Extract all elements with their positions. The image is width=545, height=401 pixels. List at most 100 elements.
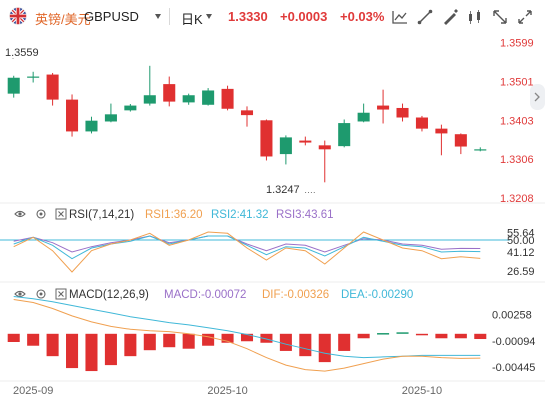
candle-body xyxy=(143,95,156,104)
candle-body xyxy=(202,90,215,105)
dif-label: DIF:-0.00326 xyxy=(262,289,329,301)
candle-body xyxy=(46,74,59,100)
macd-bar xyxy=(124,333,137,357)
chart-settings-icon[interactable] xyxy=(466,8,484,26)
x-axis: 2025-09 2025-10 2025-10 xyxy=(0,380,545,397)
candle-style-icon[interactable] xyxy=(391,8,409,26)
scroll-handle[interactable] xyxy=(530,84,545,110)
candle-body xyxy=(435,128,448,134)
rsi1-label: RSI1:36.20 xyxy=(145,209,203,221)
rsi3-label: RSI3:43.61 xyxy=(276,209,334,221)
candle-body xyxy=(279,137,292,155)
macd-bar xyxy=(182,333,195,349)
macd-value-label: MACD:-0.00072 xyxy=(164,289,246,301)
macd-bar xyxy=(85,333,98,372)
macd-bar xyxy=(338,333,351,351)
fullscreen-icon[interactable] xyxy=(491,8,509,26)
low-price-label: 1.3247 xyxy=(266,184,300,196)
macd-bar xyxy=(377,333,390,335)
macd-lines xyxy=(13,296,481,372)
price-axis-tick: 1.3208 xyxy=(500,193,534,205)
candle-body xyxy=(338,123,351,147)
price-axis-tick: 1.3306 xyxy=(500,154,534,166)
last-price: 1.3330 xyxy=(228,9,268,24)
rsi-title: RSI(7,14,21) xyxy=(69,209,134,221)
rsi1-line xyxy=(13,231,481,273)
macd-bar xyxy=(357,333,370,339)
macd-bar xyxy=(104,333,117,366)
eye-icon[interactable] xyxy=(14,210,26,218)
macd-bar xyxy=(279,333,292,351)
candle-body xyxy=(182,95,195,103)
chevron-right-icon[interactable] xyxy=(534,92,540,102)
x-axis-tick: 2025-09 xyxy=(13,385,53,397)
chevron-down-icon[interactable] xyxy=(155,14,161,19)
macd-axis-tick: -0.00094 xyxy=(492,336,535,348)
candle-body xyxy=(27,76,40,78)
candle-body xyxy=(124,105,137,111)
macd-bar xyxy=(202,333,215,346)
rsi-panel: RSI(7,14,21) RSI1:36.20 RSI2:41.32 RSI3:… xyxy=(0,208,535,278)
macd-bar xyxy=(221,333,234,343)
close-icon[interactable] xyxy=(55,208,67,220)
macd-bar xyxy=(66,333,79,369)
x-axis-tick: 2025-10 xyxy=(207,385,247,397)
period-selector[interactable]: 日K xyxy=(181,12,203,27)
price-axis-tick: 1.3501 xyxy=(500,76,534,88)
candle-body xyxy=(85,120,98,132)
macd-title: MACD(12,26,9) xyxy=(69,289,149,301)
divider xyxy=(169,8,170,25)
macd-bar xyxy=(27,333,40,346)
symbol-name[interactable]: 英镑/美元 xyxy=(35,12,91,27)
price-chart[interactable]: 1.3599 1.3501 1.3403 1.3306 1.3208 1.3559 1.… xyxy=(0,34,545,401)
macd-bar xyxy=(299,333,312,357)
macd-gear-icon[interactable] xyxy=(36,289,46,299)
candle-body xyxy=(415,117,428,129)
macd-bar xyxy=(454,333,467,339)
symbol-code[interactable]: GBPUSD xyxy=(84,9,139,24)
macd-close-icon[interactable] xyxy=(55,288,67,300)
candle-body xyxy=(260,120,273,157)
macd-eye-icon[interactable] xyxy=(14,290,26,298)
candles xyxy=(7,65,487,183)
rsi-axis-tick: 50.00 xyxy=(507,235,535,247)
rsi2-line xyxy=(13,235,481,260)
period-chevron-down-icon[interactable] xyxy=(206,14,212,19)
candle-body xyxy=(7,77,20,94)
candle-body xyxy=(299,140,312,143)
gear-icon[interactable] xyxy=(36,209,46,219)
macd-bar xyxy=(435,333,448,339)
macd-bar xyxy=(163,333,176,348)
macd-histogram xyxy=(7,332,487,372)
expand-icon[interactable] xyxy=(516,8,534,26)
dif-line xyxy=(13,299,481,372)
price-axis-tick: 1.3403 xyxy=(500,115,534,127)
uk-flag-icon xyxy=(9,7,27,25)
rsi-axis-tick: 26.59 xyxy=(507,266,535,278)
candle-body xyxy=(221,88,234,109)
macd-bar xyxy=(260,333,273,343)
macd-bar xyxy=(7,333,20,342)
indicator-icon[interactable] xyxy=(441,8,459,26)
price-change: +0.0003 xyxy=(280,9,328,24)
low-price-marker: …. xyxy=(304,185,316,195)
rsi-lines xyxy=(13,231,481,273)
macd-bar xyxy=(396,332,409,334)
draw-line-icon[interactable] xyxy=(416,8,434,26)
price-axis-tick: 1.3599 xyxy=(500,37,534,49)
rsi-axis-tick: 55.64 xyxy=(507,227,535,239)
macd-bar xyxy=(415,333,428,336)
chart-header: 英镑/美元 GBPUSD 日K 1.3330 +0.0003 +0.03% xyxy=(0,0,545,34)
high-price-label: 1.3559 xyxy=(5,47,39,59)
candle-body xyxy=(377,105,390,110)
macd-bar xyxy=(318,333,331,363)
rsi3-line xyxy=(13,235,481,253)
macd-panel: MACD(12,26,9) MACD:-0.00072 DIF:-0.00326… xyxy=(0,281,545,374)
candle-body xyxy=(104,114,117,122)
macd-axis-tick: 0.00258 xyxy=(492,310,532,322)
candle-body xyxy=(163,84,176,102)
candle-body xyxy=(318,145,331,150)
candle-body xyxy=(357,112,370,122)
dea-label: DEA:-0.00290 xyxy=(341,289,413,301)
